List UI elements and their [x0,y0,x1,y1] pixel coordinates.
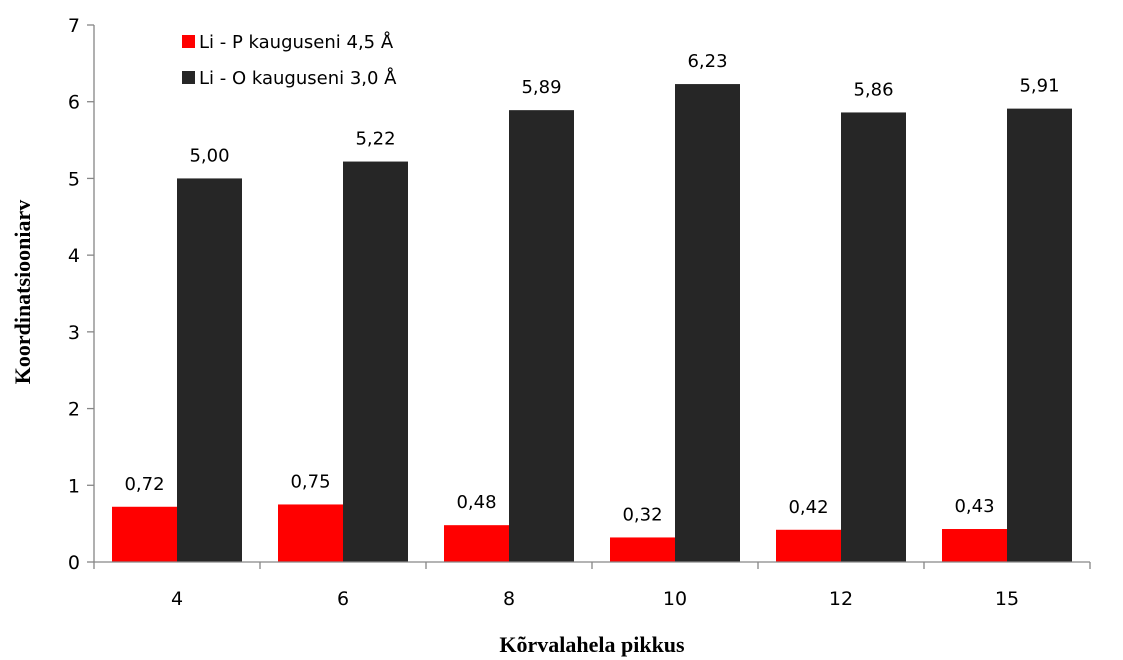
x-axis-ticks: 4 6 8 10 12 15 [93,562,1091,610]
data-label: 0,48 [456,492,496,513]
bar-li-o [1007,108,1072,563]
bar-li-o [841,112,906,562]
y-axis-title: Koordinatsiooniarv [10,200,35,385]
x-tick-label: 15 [995,588,1019,610]
legend-label: Li - O kauguseni 3,0 Å [199,67,397,89]
x-axis-title: Kõrvalahela pikkus [499,632,685,657]
data-labels: 0,72 5,00 0,75 5,22 0,48 5,89 0,32 6,23 0,42 5,86… [124,51,1059,525]
y-tick-label: 1 [68,475,80,497]
data-label: 5,00 [189,145,229,166]
bar-li-o [509,110,574,562]
bar-li-p [610,537,675,562]
y-tick-label: 7 [68,15,80,37]
y-tick-label: 0 [68,552,80,574]
x-tick-label: 12 [829,588,853,610]
data-label: 0,72 [124,474,164,495]
bar-li-p [776,529,841,562]
bar-li-p [278,504,343,562]
data-label: 0,75 [290,471,330,492]
bar-li-p [942,529,1007,562]
legend-label: Li - P kauguseni 4,5 Å [199,31,394,53]
data-label: 5,91 [1019,76,1059,97]
bars [112,84,1072,563]
y-tick-label: 3 [68,322,80,344]
x-tick-label: 8 [503,588,515,610]
data-label: 0,42 [788,497,828,518]
x-tick-label: 10 [663,588,687,610]
bar-li-p [112,506,177,562]
data-label: 0,43 [954,496,994,517]
data-label: 0,32 [622,504,662,525]
y-tick-label: 5 [68,168,80,190]
bar-li-o [343,161,408,562]
bar-li-o [177,178,242,562]
data-label: 5,22 [355,129,395,150]
y-tick-label: 6 [68,92,80,114]
data-label: 6,23 [687,51,727,72]
data-label: 5,86 [853,79,893,100]
x-tick-label: 4 [171,588,183,610]
legend: Li - P kauguseni 4,5 Å Li - O kauguseni 3… [182,31,397,89]
bar-li-o [675,84,740,562]
legend-swatch [182,35,195,48]
data-label: 5,89 [521,77,561,98]
y-tick-label: 4 [68,245,80,267]
x-tick-label: 6 [337,588,349,610]
bar-li-p [444,525,509,562]
y-tick-label: 2 [68,399,80,421]
legend-swatch [182,71,195,84]
y-axis-ticks: 0 1 2 3 4 5 6 7 [68,15,94,574]
